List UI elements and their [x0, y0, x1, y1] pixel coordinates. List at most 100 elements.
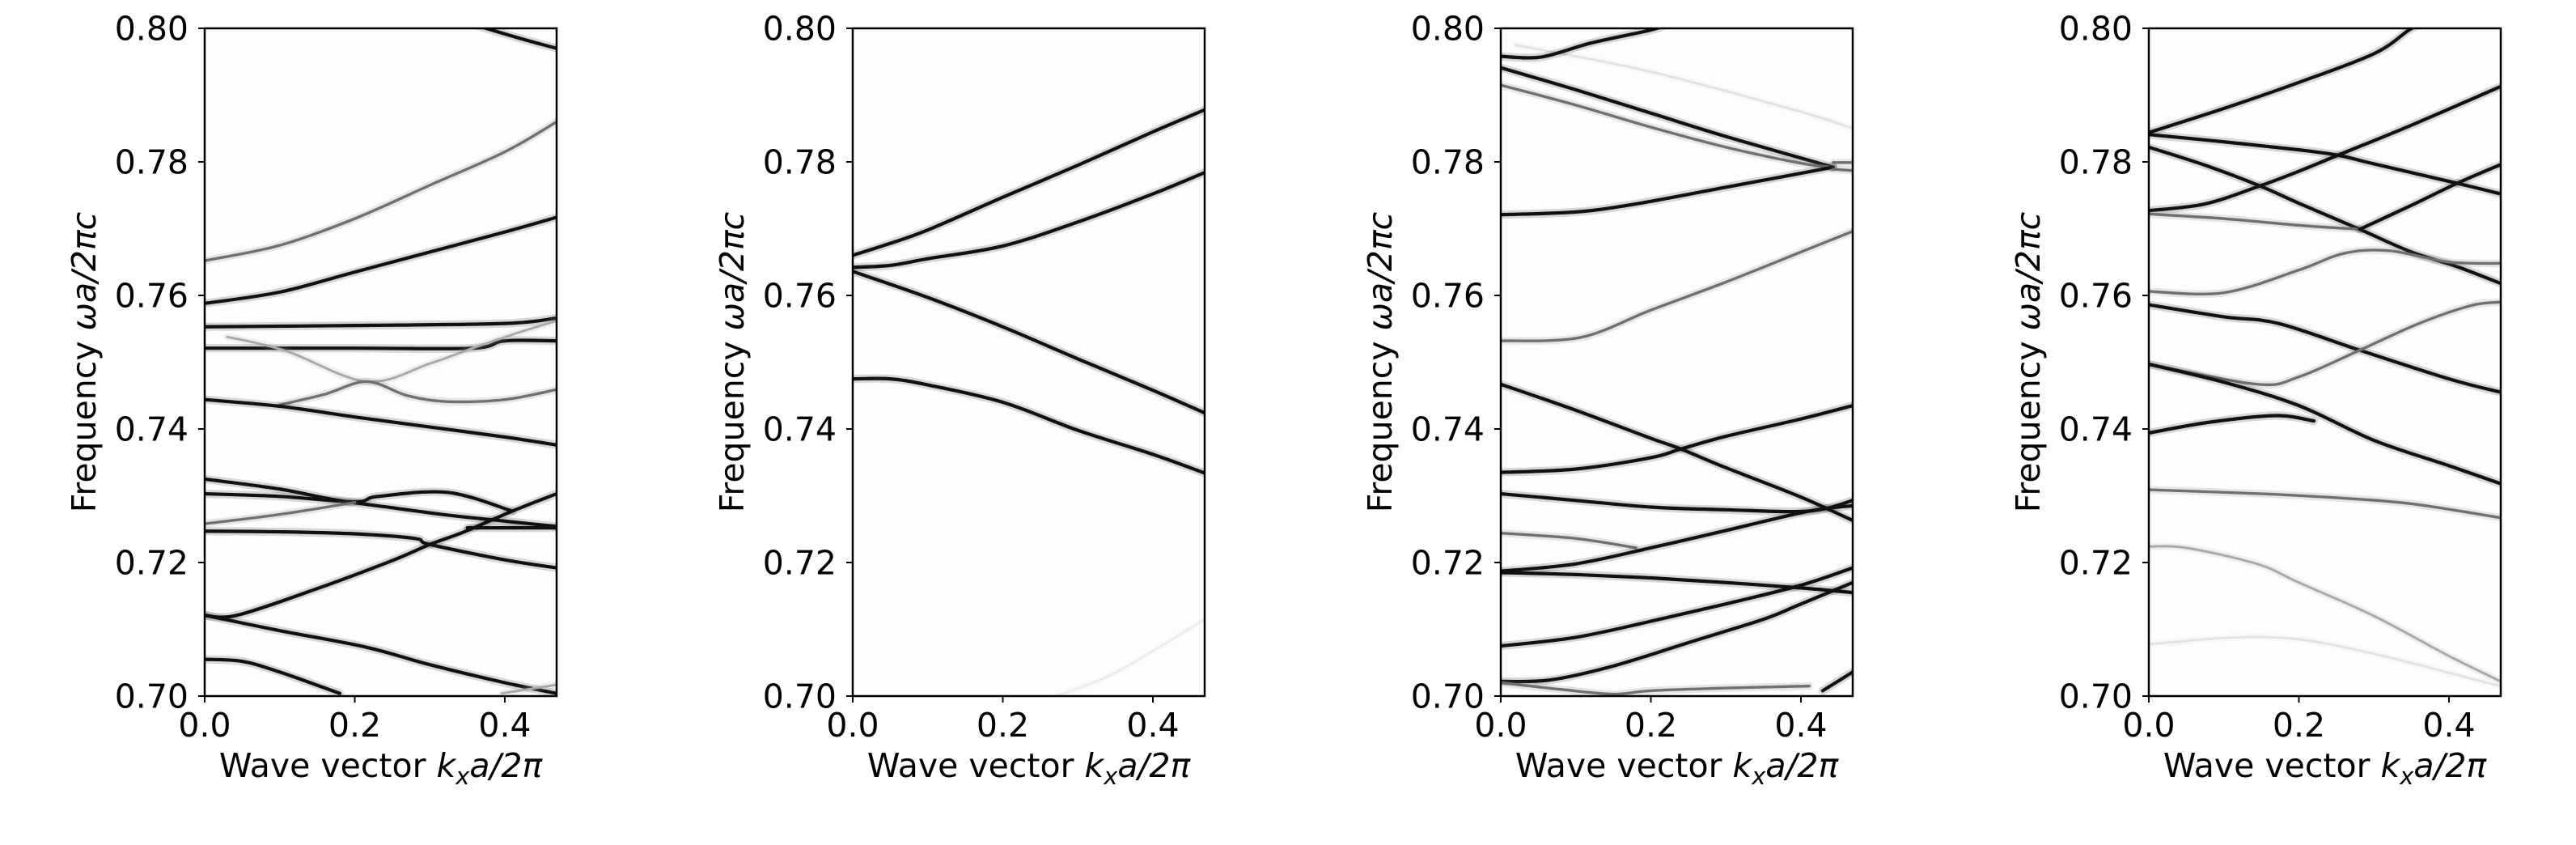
x-axis-label-units: a/2π [1117, 746, 1191, 785]
y-axis-label-text: Frequency [713, 330, 752, 512]
band-line-10 [2149, 362, 2501, 486]
band-line-12 [2149, 488, 2501, 520]
y-tick-label: 0.74 [763, 410, 837, 449]
y-tick-label: 0.74 [115, 410, 189, 449]
x-axis-label-text: Wave vector [1515, 746, 1733, 785]
y-axis-label: Frequency ωa/2πc [65, 212, 104, 512]
x-axis-label-subscript: x [1103, 762, 1118, 790]
band-line-4 [205, 316, 557, 329]
x-tick-label: 0.2 [1625, 706, 1677, 745]
axes-frame [2147, 27, 2502, 698]
x-tick-label: 0.2 [977, 706, 1029, 745]
y-tick-label: 0.74 [2059, 410, 2133, 449]
x-axis-label-units: a/2π [1765, 746, 1839, 785]
y-axis-label-symbol: ωa/2πc [65, 212, 104, 331]
band-line-6 [226, 319, 557, 384]
y-tick-label: 0.78 [2059, 143, 2133, 182]
band-line-3 [2149, 145, 2501, 286]
x-axis-label: Wave vector kxa/2π [867, 746, 1192, 790]
y-axis-label-symbol: ωa/2πc [1361, 212, 1400, 331]
band-line-8 [2149, 303, 2501, 394]
band-line-10 [1501, 404, 1853, 474]
x-axis-label: Wave vector kxa/2π [219, 746, 544, 790]
y-tick-label: 0.76 [763, 277, 837, 316]
x-tick-label: 0.0 [1474, 706, 1527, 745]
y-tick-label: 0.70 [2059, 677, 2133, 716]
band-line-16 [1501, 580, 1853, 684]
y-tick-label: 0.78 [763, 143, 837, 182]
band-line-1 [480, 28, 557, 50]
y-tick-label: 0.74 [1411, 410, 1485, 449]
y-tick-label: 0.80 [1411, 10, 1485, 49]
x-axis-label-units: a/2π [469, 746, 543, 785]
band-line-12 [1501, 532, 1638, 550]
band-line-11 [2149, 414, 2316, 435]
x-axis-label-symbol: k [2381, 746, 2402, 785]
y-tick-label: 0.72 [763, 544, 837, 583]
x-axis-label: Wave vector kxa/2π [1515, 746, 1840, 790]
band-line-18 [1820, 670, 1853, 693]
band-line-13 [1501, 503, 1853, 573]
band-line-17 [1501, 681, 1811, 696]
band-line-14 [2149, 635, 2501, 688]
band-line-13 [2149, 545, 2501, 683]
x-axis-label-subscript: x [2399, 762, 2414, 790]
band-line-12 [205, 529, 557, 570]
plot-area [205, 28, 557, 696]
y-axis-label: Frequency ωa/2πc [2009, 212, 2048, 512]
band-line-3 [853, 270, 1205, 415]
band-lines [853, 105, 1205, 696]
axes-frame [1499, 27, 1854, 698]
band-line-9 [205, 477, 557, 529]
x-axis-label-text: Wave vector [219, 746, 437, 785]
y-tick-label: 0.80 [763, 10, 837, 49]
x-tick-label: 0.4 [1774, 706, 1827, 745]
axes-frame [851, 27, 1206, 698]
band-line-4 [2149, 84, 2501, 213]
y-tick-label: 0.70 [115, 677, 189, 716]
band-line-6 [2358, 163, 2501, 231]
band-lines [205, 28, 557, 696]
band-line-7 [278, 380, 557, 406]
x-axis-label-text: Wave vector [2163, 746, 2381, 785]
y-tick-label: 0.80 [115, 10, 189, 49]
x-axis-label-text: Wave vector [867, 746, 1085, 785]
y-axis-label-symbol: ωa/2πc [713, 212, 752, 331]
y-tick-label: 0.70 [1411, 677, 1485, 716]
x-axis-label: Wave vector kxa/2π [2163, 746, 2488, 790]
band-line-5 [1053, 618, 1205, 696]
band-line-1 [853, 108, 1205, 257]
band-line-4 [853, 376, 1205, 475]
band-line-2 [853, 171, 1205, 270]
x-tick-label: 0.0 [178, 706, 231, 745]
band-line-16 [500, 683, 557, 695]
x-tick-label: 0.4 [1126, 706, 1179, 745]
y-tick-label: 0.80 [2059, 10, 2133, 49]
y-axis-label: Frequency ωa/2πc [1361, 212, 1400, 512]
y-tick-label: 0.72 [115, 544, 189, 583]
y-axis-label: Frequency ωa/2πc [713, 212, 752, 512]
y-tick-label: 0.76 [115, 277, 189, 316]
y-tick-label: 0.78 [1411, 143, 1485, 182]
band-line-8 [205, 397, 557, 447]
y-axis-label-text: Frequency [1361, 330, 1400, 512]
band-line-14 [205, 614, 557, 695]
band-line-15 [205, 657, 342, 695]
band-lines [1501, 28, 1853, 696]
x-tick-label: 0.2 [2273, 706, 2325, 745]
x-tick-label: 0.0 [826, 706, 879, 745]
x-axis-label-symbol: k [1085, 746, 1106, 785]
y-tick-label: 0.76 [1411, 277, 1485, 316]
x-axis-label-symbol: k [1733, 746, 1754, 785]
y-tick-label: 0.76 [2059, 277, 2133, 316]
x-axis-label-subscript: x [1751, 762, 1766, 790]
band-line-3 [205, 215, 557, 305]
band-line-13 [205, 491, 557, 619]
x-axis-label-subscript: x [455, 762, 470, 790]
band-line-15 [1501, 566, 1853, 648]
x-tick-label: 0.0 [2122, 706, 2175, 745]
